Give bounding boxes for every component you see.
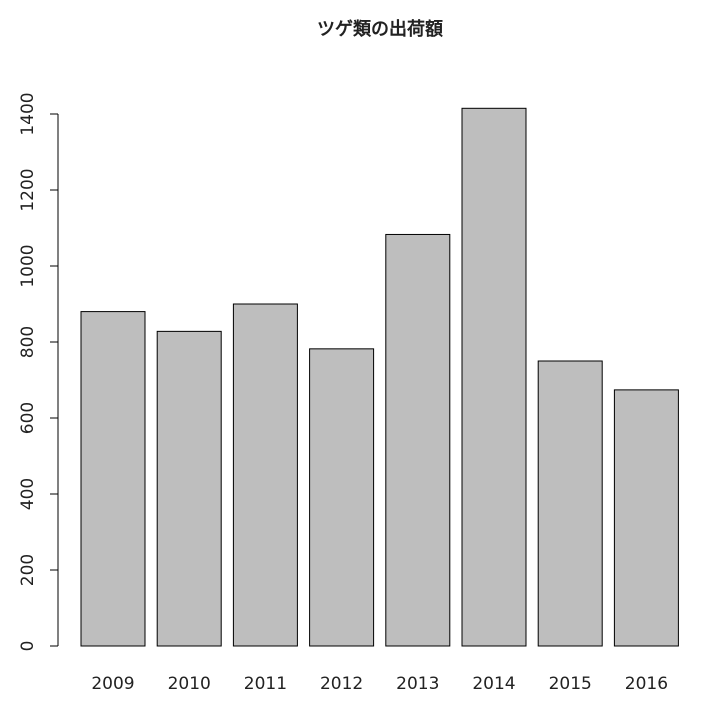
bar bbox=[461, 107, 527, 647]
chart-title: ツゲ類の出荷額 bbox=[317, 18, 443, 40]
y-tick-label: 200 bbox=[18, 554, 38, 586]
bar bbox=[613, 389, 679, 647]
y-tick-label: 1000 bbox=[18, 244, 38, 287]
y-tick-label: 1200 bbox=[18, 168, 38, 211]
x-tick-label: 2014 bbox=[472, 674, 515, 694]
y-tick-label: 600 bbox=[18, 402, 38, 434]
bar bbox=[80, 311, 146, 647]
x-tick-label: 2012 bbox=[320, 674, 363, 694]
y-tick-label: 800 bbox=[18, 326, 38, 358]
bar bbox=[156, 330, 222, 647]
x-tick-label: 2009 bbox=[91, 674, 134, 694]
y-tick-label: 0 bbox=[18, 641, 38, 652]
bar bbox=[232, 303, 298, 647]
x-tick-label: 2010 bbox=[168, 674, 211, 694]
bar bbox=[309, 348, 375, 647]
bar bbox=[385, 233, 451, 647]
bar bbox=[537, 360, 603, 647]
x-tick-label: 2013 bbox=[396, 674, 439, 694]
y-tick-label: 1400 bbox=[18, 92, 38, 135]
x-tick-label: 2016 bbox=[625, 674, 668, 694]
x-tick-label: 2011 bbox=[244, 674, 287, 694]
y-tick-label: 400 bbox=[18, 478, 38, 510]
x-tick-label: 2015 bbox=[549, 674, 592, 694]
